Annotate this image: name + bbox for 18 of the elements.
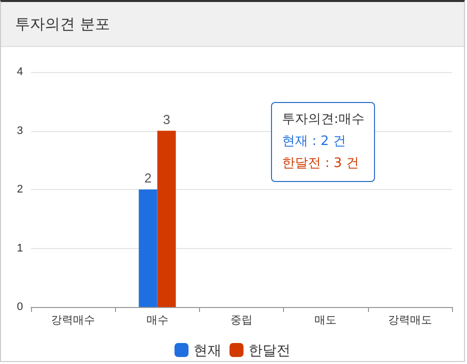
x-tick-label: 매도 [314, 314, 337, 326]
legend-label: 현재 [194, 342, 222, 358]
x-tick-label: 강력매수 [51, 314, 96, 326]
x-tick-label: 중립 [230, 314, 252, 326]
annotation: 투자의견:매수 [282, 111, 364, 129]
chart-title: 투자의견 분포 [1, 2, 464, 47]
y-tick-label: 4 [16, 66, 23, 78]
y-tick-label: 2 [16, 184, 23, 196]
data-label: 3 [162, 112, 170, 127]
x-tick-label: 매수 [146, 314, 168, 326]
y-tick-label: 1 [16, 242, 23, 254]
annotation: 한달전 : 3 건 [282, 155, 360, 173]
legend-label: 한달전 [248, 342, 290, 358]
y-tick-label: 3 [16, 124, 23, 137]
data-label: 2 [144, 170, 152, 186]
y-tick-label: 0 [16, 301, 23, 313]
annotation: 현재 : 2 건 [282, 133, 348, 151]
x-tick-label: 강력매도 [388, 314, 432, 326]
